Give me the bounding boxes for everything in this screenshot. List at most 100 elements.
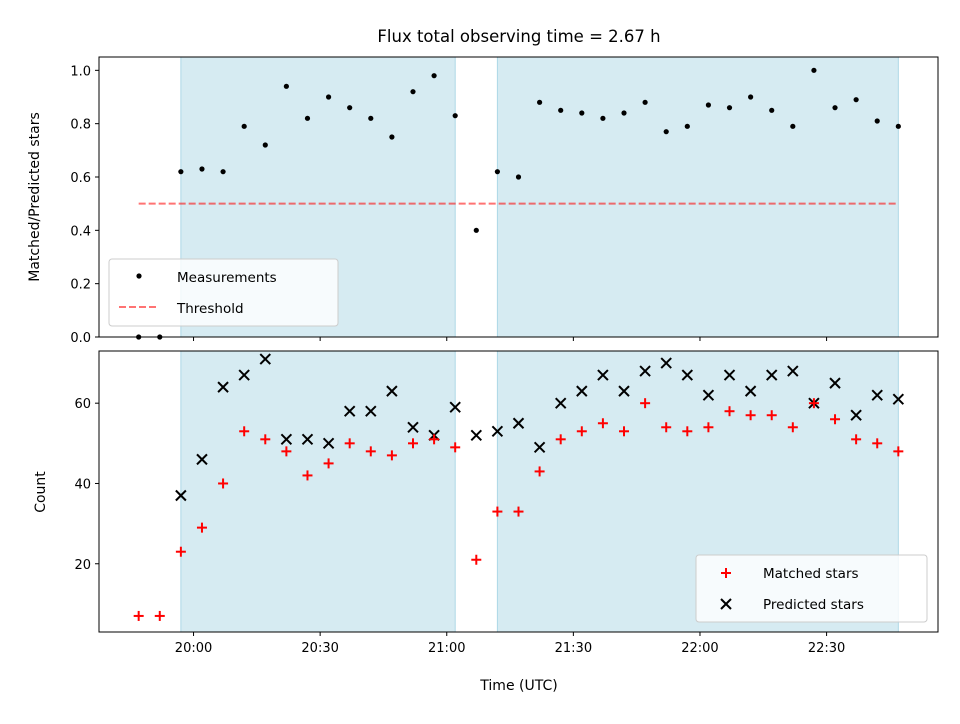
legend-predicted-label: Predicted stars [763, 597, 864, 613]
legend-predicted-marker [720, 598, 732, 610]
predicted-star-point [787, 365, 799, 377]
y-tick-label: 20 [74, 558, 91, 573]
measurement-point [304, 115, 311, 121]
measurement-point [283, 83, 289, 89]
predicted-star-point [829, 377, 841, 389]
matched-star-point [851, 434, 862, 445]
matched-star-point [555, 434, 566, 445]
predicted-star-point [766, 369, 778, 381]
measurement-point [895, 123, 901, 129]
top-y-axis-ticks: 0.0 0.2 0.4 0.6 0.8 1.0 [70, 64, 99, 346]
measurement-point [748, 94, 754, 100]
y-tick-label: 0.2 [70, 278, 91, 293]
predicted-star-point [618, 385, 630, 397]
predicted-stroke [196, 453, 208, 466]
matched-star-point [619, 426, 630, 437]
predicted-stroke [766, 369, 778, 381]
measurement-point [726, 105, 733, 111]
y-tick-label: 0.4 [70, 224, 91, 239]
top-legend: Measurements Threshold [108, 258, 339, 327]
predicted-stroke [618, 385, 630, 397]
predicted-stroke [639, 365, 651, 377]
top-legend-box [108, 258, 339, 327]
predicted-star-point [407, 421, 419, 433]
legend-threshold-label: Threshold [176, 301, 244, 317]
x-tick-label: 21:00 [428, 641, 465, 656]
matched-star-point [724, 406, 735, 417]
matched-star-point [893, 446, 904, 457]
measurement-point [241, 123, 247, 129]
predicted-star-point [681, 369, 694, 381]
legend-matched-marker [721, 568, 731, 578]
matched-star-point [239, 426, 250, 437]
predicted-stroke [660, 357, 672, 369]
predicted-stroke [871, 389, 883, 401]
matched-star-point [745, 410, 756, 421]
measurement-point [473, 227, 479, 233]
measurement-point [431, 73, 437, 79]
legend-measurements-label: Measurements [177, 270, 277, 286]
predicted-star-point [217, 381, 229, 393]
matched-star-point [323, 458, 334, 469]
predicted-stroke [491, 425, 504, 437]
predicted-stroke [238, 369, 250, 381]
matched-star-point [808, 398, 819, 409]
predicted-star-point [343, 405, 356, 417]
measurement-point [579, 110, 585, 116]
bottom-legend: Matched stars Predicted stars [695, 554, 928, 623]
measurement-point [874, 118, 880, 124]
matched-star-point [787, 422, 798, 433]
predicted-star-point [723, 369, 736, 381]
bottom-legend-box [695, 554, 928, 623]
matched-star-point [703, 422, 714, 433]
predicted-stroke [322, 437, 335, 450]
predicted-star-point [301, 433, 314, 446]
bottom-y-axis-label: Count [33, 471, 49, 513]
matched-star-point [450, 442, 461, 453]
predicted-stroke [892, 393, 905, 405]
measurement-point [220, 169, 226, 175]
predicted-stroke [554, 397, 567, 409]
predicted-stroke [512, 417, 525, 429]
measurement-point [621, 110, 627, 116]
count-panel: 20 40 60 20:00 20:30 21:00 21:30 22:00 22:30 Co… [33, 350, 939, 694]
predicted-stroke [597, 369, 609, 381]
matched-star-point [281, 446, 292, 457]
matched-star-point [196, 522, 207, 533]
predicted-stroke [175, 489, 187, 502]
measurement-point [853, 97, 859, 103]
predicted-stroke [533, 441, 546, 454]
predicted-star-point [238, 369, 250, 381]
predicted-stroke [723, 369, 736, 381]
measurement-point [178, 169, 184, 175]
chart-title: Flux total observing time = 2.67 h [377, 27, 660, 46]
predicted-stars-series [175, 353, 905, 502]
measurement-point [832, 105, 838, 111]
predicted-star-point [280, 433, 293, 446]
predicted-star-point [175, 489, 187, 502]
predicted-star-point [512, 417, 525, 429]
predicted-stroke [850, 409, 862, 421]
predicted-stroke [829, 377, 841, 389]
matched-star-point [492, 506, 503, 517]
matched-star-point [386, 450, 397, 461]
predicted-stroke [744, 385, 757, 397]
matched-star-point [830, 414, 841, 425]
measurement-point [790, 123, 796, 129]
top-x-axis-ticks [193, 337, 828, 341]
measurement-point [642, 99, 648, 105]
predicted-stroke [343, 405, 356, 417]
measurement-point [663, 129, 669, 135]
matched-star-point [576, 426, 587, 437]
legend-matched-label: Matched stars [763, 566, 859, 582]
measurement-point [811, 67, 817, 73]
measurement-point [705, 102, 712, 108]
predicted-stroke [365, 405, 377, 417]
x-axis-label: Time (UTC) [479, 678, 557, 694]
matched-star-point [175, 546, 186, 557]
matched-star-point [513, 506, 524, 517]
predicted-stroke [576, 385, 588, 397]
measurement-point [410, 89, 416, 95]
predicted-stroke [259, 353, 271, 365]
y-tick-label: 1.0 [70, 64, 91, 79]
